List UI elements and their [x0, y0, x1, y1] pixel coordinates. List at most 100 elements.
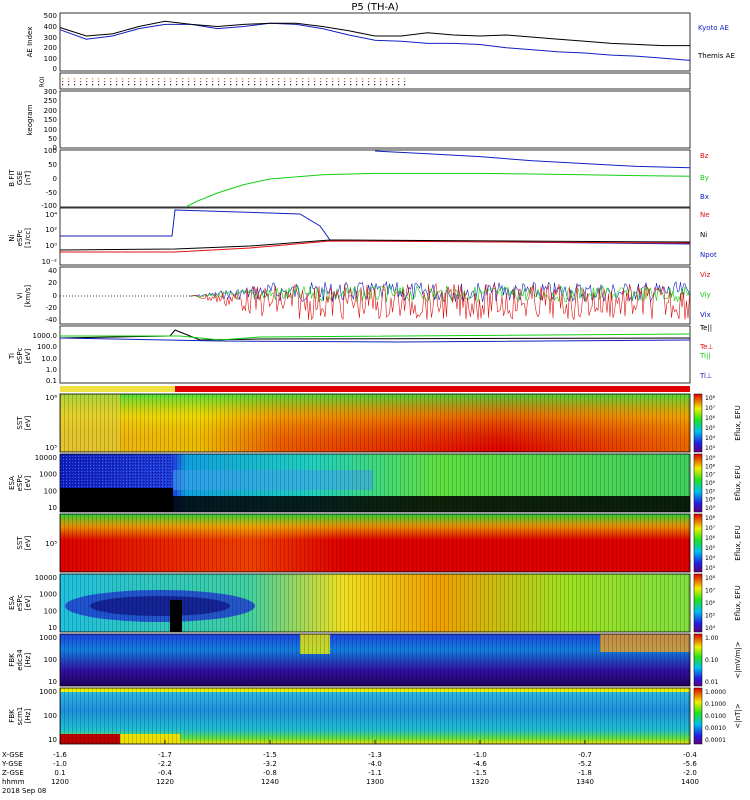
series-kyoto-ae: [59, 22, 691, 61]
roi-dot: [230, 78, 232, 80]
roi-dot: [182, 78, 184, 80]
roi-dot: [344, 81, 346, 83]
bfield-tick: 0: [53, 175, 57, 183]
spectrogram-ylabel: [eV]: [24, 595, 32, 610]
roi-dot: [74, 81, 76, 83]
roi-dot: [68, 81, 70, 83]
roi-dot: [140, 84, 142, 86]
roi-dot: [176, 78, 178, 80]
roi-dot: [86, 78, 88, 80]
x-tick-label: -0.7: [578, 751, 592, 759]
legend-viy: Viy: [700, 291, 711, 299]
series-ne: [60, 240, 691, 253]
roi-dot: [296, 84, 298, 86]
roi-dot: [218, 81, 220, 83]
keogram-panel: keogram 300 250 200 150 100 50 0: [26, 88, 691, 152]
roi-dot: [212, 81, 214, 83]
roi-dot: [98, 78, 100, 80]
roi-dot: [98, 84, 100, 86]
legend-te-perp: Te⊥: [699, 343, 714, 351]
plot-title: P5 (TH-A): [351, 2, 398, 13]
keogram-tick: 200: [44, 107, 57, 115]
roi-dot: [254, 78, 256, 80]
x-tick-label: -1.0: [473, 751, 487, 759]
roi-dot: [68, 84, 70, 86]
bfield-tick: 100: [44, 147, 57, 155]
legend-kyoto-ae: Kyoto AE: [698, 24, 729, 32]
roi-dot: [380, 78, 382, 80]
x-axis-row-label: hhmm: [2, 778, 25, 786]
x-tick-label: -0.4: [683, 751, 697, 759]
roi-dot: [260, 78, 262, 80]
roi-dot: [194, 84, 196, 86]
roi-dot: [326, 81, 328, 83]
colorbar-label: <|mV/m|>: [734, 641, 742, 678]
roi-dot: [284, 84, 286, 86]
density-panel: Ni eSPc [1/cc] 10⁴ 10² 10⁰ 10⁻² Ne Ni Np…: [8, 207, 717, 266]
x-axis-row-label: Z-GSE: [2, 769, 24, 777]
roi-dot: [86, 84, 88, 86]
colorbar-label: <|nT|>: [734, 703, 742, 728]
roi-dot: [158, 84, 160, 86]
roi-dot: [404, 78, 406, 80]
svg-text:[1/cc]: [1/cc]: [24, 228, 32, 248]
roi-dot: [92, 81, 94, 83]
spectrogram-ylabel: eSPc: [16, 474, 24, 491]
colorbar-label: Eflux, EFU: [734, 525, 742, 560]
roi-dot: [104, 84, 106, 86]
roi-dot: [248, 84, 250, 86]
ae-tick-labels: 500 400 300 200 100 0: [44, 12, 57, 73]
roi-dot: [110, 78, 112, 80]
colorbar-tick: 10⁴: [705, 435, 716, 442]
fbk-edc34-spectrogram: [59, 633, 691, 687]
roi-dot: [368, 84, 370, 86]
spectrogram-tick: 100: [44, 607, 57, 615]
spectrogram-tick: 10000: [35, 574, 57, 582]
svg-text:[km/s]: [km/s]: [24, 285, 32, 308]
roi-dot: [242, 84, 244, 86]
legend-by: By: [700, 174, 709, 182]
colorbar-tick: 10⁶: [705, 415, 716, 422]
velocity-series-lines: [60, 280, 690, 321]
colorbar-label: Eflux, EFU: [734, 585, 742, 620]
roi-dot: [302, 78, 304, 80]
roi-dot: [368, 78, 370, 80]
roi-dot: [128, 84, 130, 86]
colorbar-tick: 10⁹: [705, 455, 716, 462]
roi-dot: [284, 78, 286, 80]
keogram-tick: 0: [53, 144, 57, 152]
colorbar: [693, 393, 703, 453]
roi-dot: [344, 84, 346, 86]
roi-dot: [122, 78, 124, 80]
roi-dot: [74, 78, 76, 80]
roi-dot: [308, 84, 310, 86]
roi-dot: [176, 81, 178, 83]
series-velocity-2: [189, 283, 690, 321]
roi-dot: [164, 84, 166, 86]
bfield-tick: -100: [41, 202, 57, 210]
roi-dot: [350, 81, 352, 83]
roi-dot: [164, 81, 166, 83]
spectrogram-tick: 100: [44, 487, 57, 495]
roi-dot: [386, 81, 388, 83]
spectrogram-ylabel: [eV]: [24, 475, 32, 490]
spectrogram-tick: 10: [48, 678, 57, 686]
keogram-tick: 300: [44, 88, 57, 96]
spectrogram-ylabel: edc34: [16, 649, 24, 671]
colorbar-tick: 10⁶: [705, 480, 716, 487]
colorbar-tick: 10⁷: [705, 405, 716, 412]
roi-dot: [152, 78, 154, 80]
temperature-ylabel: Ti eSPc [eV]: [8, 347, 32, 364]
svg-text:AE Index: AE Index: [26, 27, 34, 58]
colorbar-tick: 10⁶: [705, 600, 716, 607]
roi-dot: [308, 78, 310, 80]
x-tick-label: 1200: [51, 778, 69, 786]
roi-dot: [266, 84, 268, 86]
roi-dot: [158, 81, 160, 83]
roi-dot: [194, 78, 196, 80]
roi-dot: [320, 78, 322, 80]
spectrogram-ylabel: scm1: [16, 707, 24, 726]
roi-dot: [398, 78, 400, 80]
roi-dot: [362, 84, 364, 86]
